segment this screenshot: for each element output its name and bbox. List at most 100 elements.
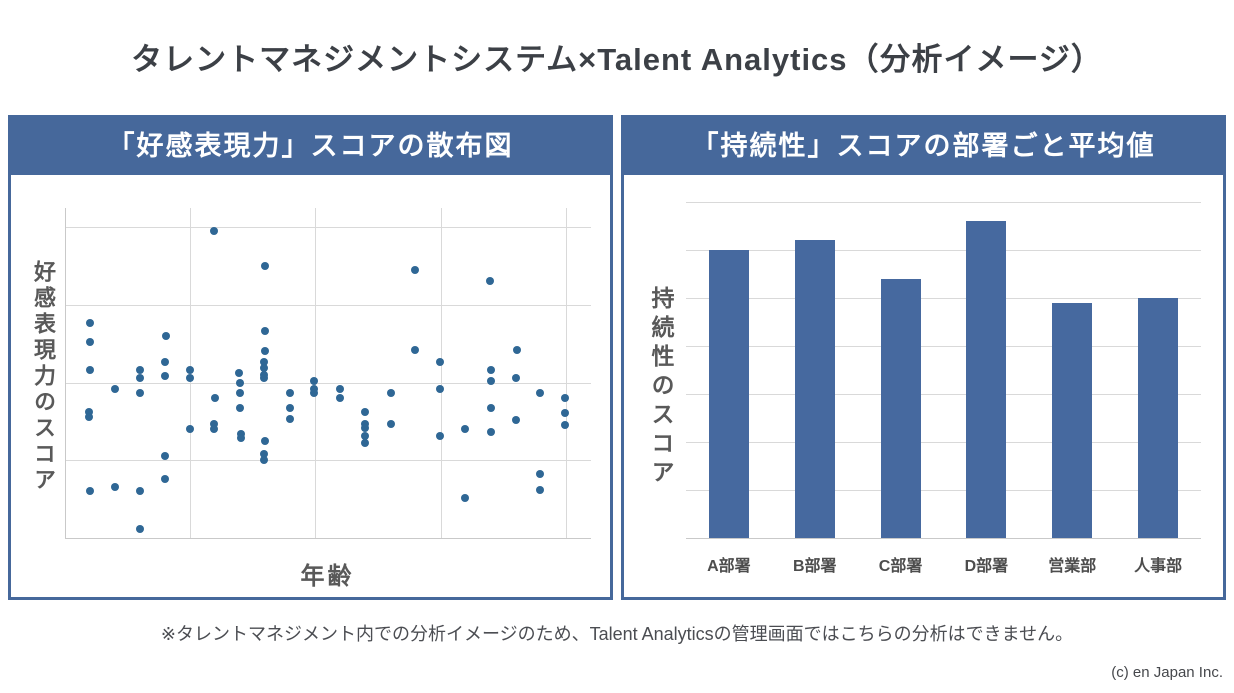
scatter-point <box>536 389 545 398</box>
scatter-point <box>435 384 444 393</box>
scatter-point <box>511 415 520 424</box>
scatter-point <box>210 227 219 236</box>
scatter-point <box>259 456 268 465</box>
bar-category-label: B部署 <box>792 558 837 575</box>
scatter-point <box>286 414 295 423</box>
bar-horizontal-gridline <box>686 346 1201 347</box>
scatter-point <box>235 389 244 398</box>
scatter-point <box>361 438 370 447</box>
scatter-point <box>386 420 395 429</box>
scatter-horizontal-gridline <box>66 382 591 384</box>
scatter-point <box>309 376 318 385</box>
scatter-point <box>136 366 145 375</box>
scatter-point <box>361 424 370 433</box>
bar-category-label: 人事部 <box>1134 558 1183 575</box>
scatter-point <box>260 262 269 271</box>
scatter-point <box>386 389 395 398</box>
scatter-point <box>435 432 444 441</box>
scatter-point <box>259 373 268 382</box>
scatter-point <box>435 358 444 367</box>
scatter-point <box>286 403 295 412</box>
bar <box>708 250 749 538</box>
scatter-panel-header: 「好感表現力」スコアの散布図 <box>11 118 610 175</box>
bar-horizontal-gridline <box>686 250 1201 251</box>
scatter-point <box>136 525 145 534</box>
scatter-plot-area <box>65 208 591 539</box>
scatter-point <box>161 371 170 380</box>
scatter-point <box>86 487 95 496</box>
scatter-point <box>211 394 220 403</box>
scatter-point <box>185 366 194 375</box>
scatter-point <box>512 345 521 354</box>
scatter-point <box>259 358 268 367</box>
bar-category-label: D部署 <box>964 558 1009 575</box>
bar <box>880 278 921 538</box>
scatter-point <box>487 376 496 385</box>
bar-category-labels: A部署 B部署 C部署 D部署 営業部 人事部 <box>686 552 1201 576</box>
scatter-point <box>136 373 145 382</box>
scatter-point <box>110 482 119 491</box>
bar-plot-area <box>686 202 1201 539</box>
footnote: ※タレントマネジメント内での分析イメージのため、Talent Analytics… <box>160 624 1074 644</box>
scatter-point <box>236 434 245 442</box>
scatter-point <box>161 358 170 367</box>
scatter-point <box>85 412 94 421</box>
bar-category-label: C部署 <box>878 558 923 575</box>
scatter-point <box>461 425 469 434</box>
scatter-panel: 「好感表現力」スコアの散布図 好感表現力のスコア 年齢 <box>8 115 613 600</box>
bar-y-axis-label: 持続性のスコア <box>648 286 674 489</box>
scatter-point <box>259 449 268 458</box>
scatter-point <box>110 384 119 393</box>
scatter-point <box>235 403 244 412</box>
scatter-point <box>336 394 345 403</box>
scatter-point <box>210 425 219 434</box>
scatter-point <box>511 373 520 382</box>
bar-horizontal-gridline <box>686 298 1201 299</box>
scatter-point <box>136 389 145 398</box>
bar <box>794 240 835 538</box>
scatter-x-axis-label: 年齢 <box>300 563 355 590</box>
scatter-point <box>136 487 145 496</box>
scatter-point <box>411 266 420 275</box>
scatter-point <box>210 420 219 429</box>
scatter-point <box>286 389 295 398</box>
scatter-point <box>487 403 496 412</box>
scatter-point <box>309 384 318 393</box>
scatter-point <box>161 474 170 483</box>
scatter-point <box>161 332 170 341</box>
scatter-point <box>361 407 370 416</box>
bar-panel-header: 「持続性」スコアの部署ごと平均値 <box>624 118 1223 175</box>
scatter-vertical-gridline <box>440 208 442 538</box>
scatter-point <box>235 378 244 387</box>
scatter-horizontal-gridline <box>66 227 591 229</box>
scatter-point <box>336 384 345 393</box>
bar <box>1052 302 1093 538</box>
scatter-point <box>461 494 469 503</box>
bar-category-label: 営業部 <box>1048 558 1097 575</box>
scatter-point <box>86 366 95 375</box>
scatter-point <box>411 345 420 354</box>
scatter-point <box>161 452 170 461</box>
scatter-point <box>185 425 194 434</box>
scatter-point <box>260 327 269 336</box>
scatter-point <box>260 436 269 445</box>
copyright: (c) en Japan Inc. <box>1111 664 1223 681</box>
scatter-point <box>536 469 545 478</box>
page-title: タレントマネジメントシステム×Talent Analytics（分析イメージ） <box>131 42 1103 77</box>
scatter-point <box>86 337 95 346</box>
scatter-vertical-gridline <box>565 208 567 538</box>
scatter-point <box>185 373 194 382</box>
bar <box>1138 298 1179 538</box>
scatter-point <box>309 389 318 398</box>
scatter-point <box>361 432 370 441</box>
bar-category-label: A部署 <box>707 558 751 575</box>
scatter-point <box>487 428 496 437</box>
scatter-point <box>560 421 569 430</box>
bar-horizontal-gridline <box>686 442 1201 443</box>
scatter-horizontal-gridline <box>66 305 591 307</box>
scatter-point <box>486 276 495 285</box>
bar <box>966 221 1007 538</box>
scatter-point <box>536 486 545 495</box>
scatter-point <box>259 364 268 373</box>
